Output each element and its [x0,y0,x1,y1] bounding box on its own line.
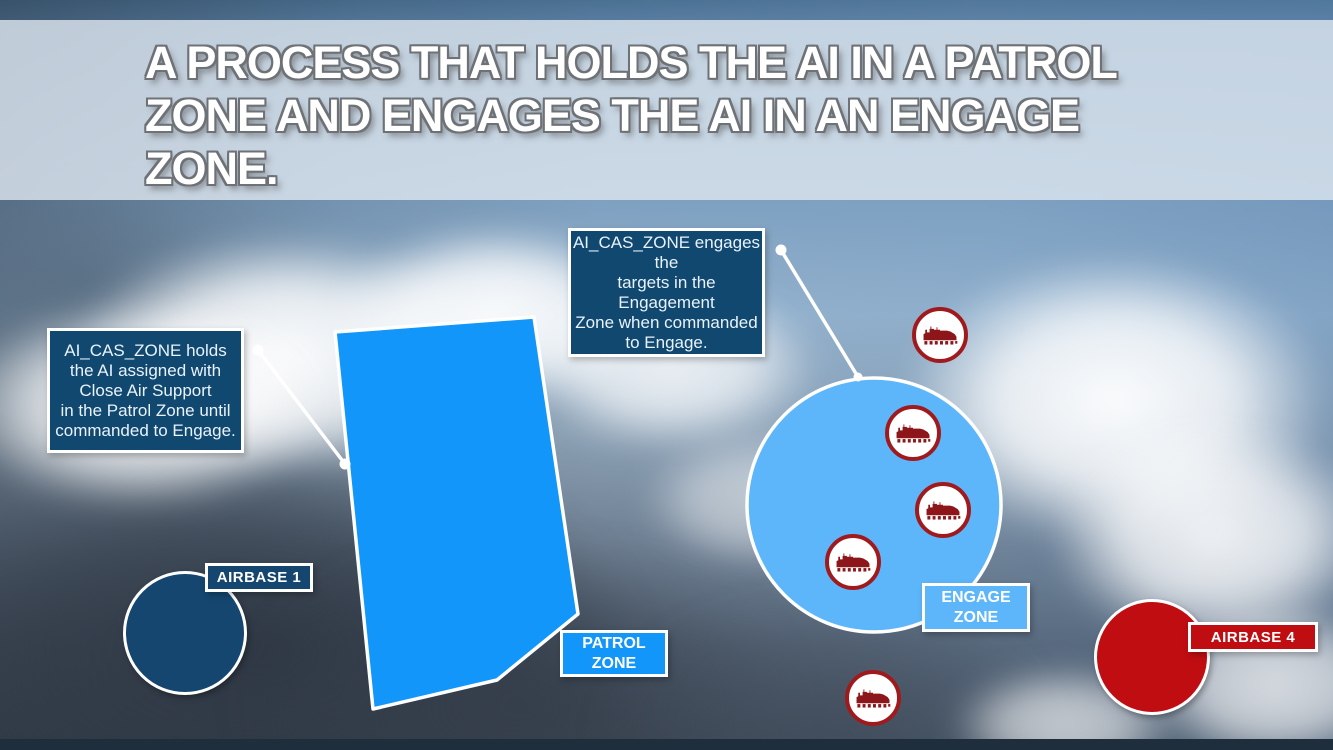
callout-line: commanded to Engage. [55,420,236,440]
engage-command-callout[interactable]: AI_CAS_ZONE engages the targets in the E… [568,228,765,357]
zone-label-line: ZONE [953,608,999,626]
callout-line: AI_CAS_ZONE engages the [572,232,761,272]
target-marker[interactable] [845,670,901,726]
patrol-zone-label[interactable]: PATROL ZONE [560,630,668,677]
title-band [0,20,1333,200]
airbase1-label[interactable]: AIRBASE 1 [205,563,313,592]
target-marker[interactable] [885,405,941,461]
zone-label-line: ZONE [591,654,637,672]
tank-icon [836,553,871,572]
callout-line: the AI assigned with [69,360,222,380]
target-marker[interactable] [915,482,971,538]
slide-title: A PROCESS THAT HOLDS THE AI IN A PATROL … [145,36,1245,195]
zone-label-line: ENGAGE [941,588,1011,606]
tank-icon [856,689,891,708]
title-line: A PROCESS THAT HOLDS THE AI IN A PATROL [145,37,1118,88]
callout-line: in the Patrol Zone until [60,400,231,420]
airbase1-label-text: AIRBASE 1 [216,569,302,586]
airbase4-circle[interactable] [1094,599,1210,715]
callout-line: Close Air Support [79,380,212,400]
target-marker[interactable] [912,307,968,363]
patrol-hold-callout[interactable]: AI_CAS_ZONE holds the AI assigned with C… [47,328,244,453]
tank-icon [926,501,961,520]
zone-label-line: PATROL [582,634,646,652]
tank-icon [896,424,931,443]
tank-icon [923,326,958,345]
title-line: ZONE AND ENGAGES THE AI IN AN ENGAGE [145,90,1080,141]
callout-line: targets in the Engagement [617,272,716,312]
callout-line: Zone when commanded [575,312,758,332]
airbase4-label[interactable]: AIRBASE 4 [1188,622,1318,652]
callout-line: to Engage. [625,332,708,352]
engage-zone-label[interactable]: ENGAGE ZONE [922,583,1030,632]
footer-bar [0,739,1333,750]
airbase4-label-text: AIRBASE 4 [1210,628,1296,646]
target-marker[interactable] [825,534,881,590]
title-line: ZONE. [145,143,279,194]
callout-line: AI_CAS_ZONE holds [64,340,227,360]
